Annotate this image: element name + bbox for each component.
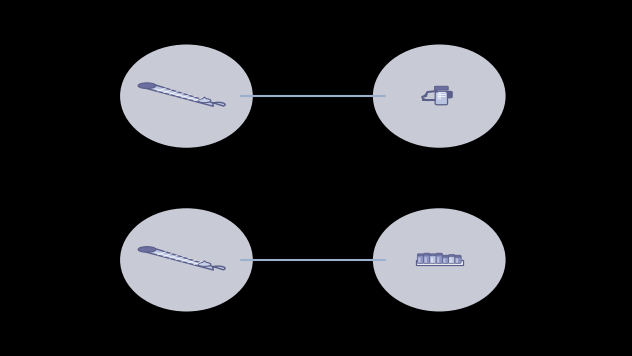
Polygon shape xyxy=(146,85,225,106)
FancyBboxPatch shape xyxy=(417,255,423,263)
FancyBboxPatch shape xyxy=(442,256,449,263)
FancyBboxPatch shape xyxy=(435,92,447,105)
FancyBboxPatch shape xyxy=(430,254,436,256)
FancyBboxPatch shape xyxy=(437,257,439,263)
FancyBboxPatch shape xyxy=(430,255,436,263)
FancyBboxPatch shape xyxy=(442,255,449,257)
FancyBboxPatch shape xyxy=(449,255,454,257)
Polygon shape xyxy=(146,249,225,270)
FancyBboxPatch shape xyxy=(424,253,430,255)
FancyBboxPatch shape xyxy=(425,257,427,263)
FancyBboxPatch shape xyxy=(437,93,441,99)
FancyBboxPatch shape xyxy=(449,255,455,263)
Ellipse shape xyxy=(373,44,506,148)
FancyBboxPatch shape xyxy=(455,256,461,263)
FancyBboxPatch shape xyxy=(443,258,446,263)
FancyBboxPatch shape xyxy=(416,260,463,265)
FancyBboxPatch shape xyxy=(436,254,442,263)
FancyBboxPatch shape xyxy=(431,257,433,263)
Polygon shape xyxy=(154,88,200,101)
FancyBboxPatch shape xyxy=(423,254,430,263)
Ellipse shape xyxy=(138,83,156,89)
FancyBboxPatch shape xyxy=(418,254,423,256)
FancyBboxPatch shape xyxy=(418,257,420,263)
FancyBboxPatch shape xyxy=(435,86,448,90)
Ellipse shape xyxy=(138,247,156,252)
Polygon shape xyxy=(154,252,200,265)
Ellipse shape xyxy=(120,208,253,312)
Polygon shape xyxy=(198,97,211,103)
FancyBboxPatch shape xyxy=(449,258,452,263)
FancyBboxPatch shape xyxy=(456,258,458,263)
FancyBboxPatch shape xyxy=(455,255,461,257)
Polygon shape xyxy=(198,261,211,266)
FancyBboxPatch shape xyxy=(436,253,442,255)
Ellipse shape xyxy=(373,208,506,312)
Ellipse shape xyxy=(120,44,253,148)
